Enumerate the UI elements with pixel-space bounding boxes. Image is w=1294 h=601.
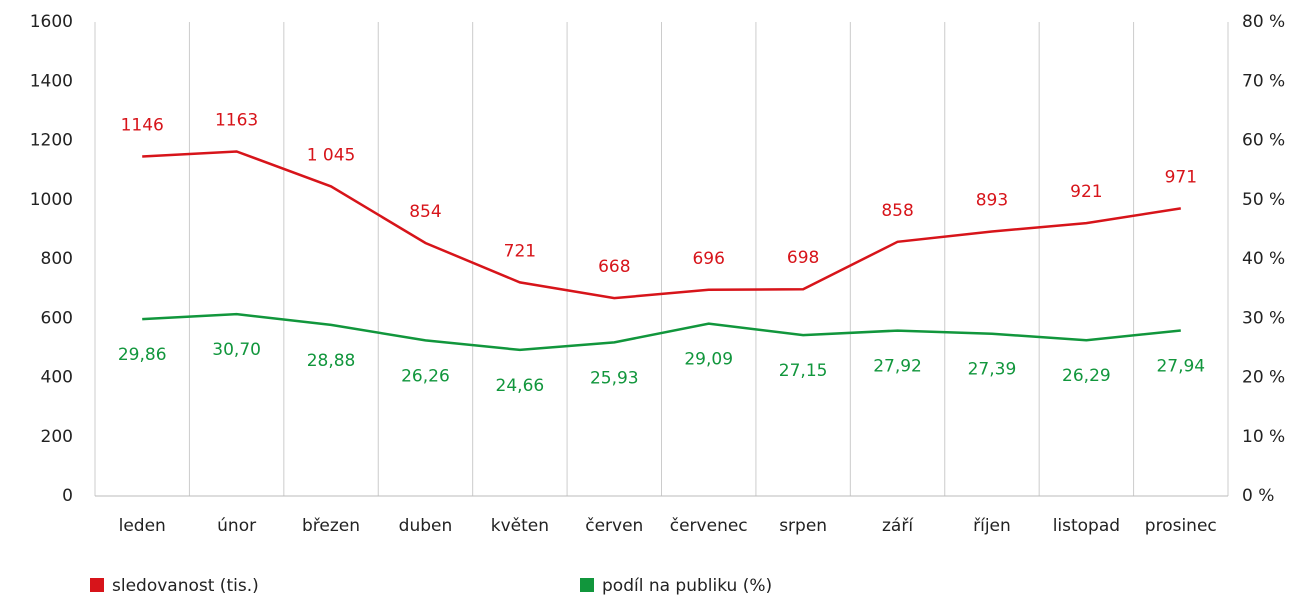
data-label: 1 045 bbox=[307, 145, 356, 165]
data-label: 26,26 bbox=[401, 366, 450, 386]
data-label: 698 bbox=[787, 248, 819, 268]
data-label: 27,39 bbox=[968, 360, 1017, 380]
data-label: 29,86 bbox=[118, 345, 167, 365]
y2-tick-label: 70 % bbox=[1242, 71, 1285, 91]
data-label: 27,15 bbox=[779, 361, 828, 381]
x-tick-label: březen bbox=[302, 516, 360, 536]
y2-tick-label: 30 % bbox=[1242, 308, 1285, 328]
data-label: 25,93 bbox=[590, 368, 639, 388]
data-label: 1146 bbox=[121, 115, 164, 135]
y-tick-label: 1400 bbox=[30, 71, 73, 91]
y2-tick-label: 50 % bbox=[1242, 190, 1285, 210]
legend-swatch bbox=[580, 578, 594, 592]
data-label: 29,09 bbox=[684, 350, 733, 370]
data-label: 858 bbox=[881, 201, 913, 221]
data-label: 26,29 bbox=[1062, 366, 1111, 386]
series-line bbox=[142, 312, 1181, 352]
data-label: 893 bbox=[976, 190, 1008, 210]
y-tick-label: 200 bbox=[41, 427, 73, 447]
x-tick-label: červenec bbox=[670, 516, 748, 536]
y-tick-label: 0 bbox=[62, 486, 73, 506]
y-tick-label: 1200 bbox=[30, 131, 73, 151]
x-tick-label: říjen bbox=[973, 516, 1011, 536]
y2-tick-label: 80 % bbox=[1242, 12, 1285, 32]
data-label: 921 bbox=[1070, 182, 1102, 202]
data-label: 24,66 bbox=[496, 376, 545, 396]
y2-tick-label: 40 % bbox=[1242, 249, 1285, 269]
x-tick-label: leden bbox=[119, 516, 166, 536]
x-tick-label: srpen bbox=[779, 516, 827, 536]
data-label: 721 bbox=[504, 241, 536, 261]
data-label: 28,88 bbox=[307, 351, 356, 371]
y2-tick-label: 60 % bbox=[1242, 131, 1285, 151]
series-line bbox=[142, 150, 1181, 300]
data-label: 696 bbox=[692, 249, 724, 269]
x-tick-label: únor bbox=[217, 516, 256, 536]
y-tick-label: 1600 bbox=[30, 12, 73, 32]
y2-tick-label: 10 % bbox=[1242, 427, 1285, 447]
legend-swatch bbox=[90, 578, 104, 592]
data-label: 1163 bbox=[215, 110, 258, 130]
data-label: 27,92 bbox=[873, 357, 922, 377]
x-tick-label: červen bbox=[585, 516, 643, 536]
legend-label: podíl na publiku (%) bbox=[602, 576, 772, 596]
y-tick-label: 600 bbox=[41, 308, 73, 328]
data-label: 30,70 bbox=[212, 340, 261, 360]
data-label: 27,94 bbox=[1156, 356, 1205, 376]
data-label: 971 bbox=[1165, 167, 1197, 187]
y-tick-label: 800 bbox=[41, 249, 73, 269]
x-tick-label: duben bbox=[399, 516, 453, 536]
x-tick-label: září bbox=[882, 516, 914, 536]
y-tick-label: 400 bbox=[41, 368, 73, 388]
y-tick-label: 1000 bbox=[30, 190, 73, 210]
x-tick-label: prosinec bbox=[1145, 516, 1217, 536]
x-tick-label: listopad bbox=[1053, 516, 1120, 536]
x-tick-label: květen bbox=[491, 516, 549, 536]
legend-label: sledovanost (tis.) bbox=[112, 576, 259, 596]
y2-tick-label: 0 % bbox=[1242, 486, 1274, 506]
data-label: 668 bbox=[598, 257, 630, 277]
data-label: 854 bbox=[409, 202, 441, 222]
y2-tick-label: 20 % bbox=[1242, 368, 1285, 388]
